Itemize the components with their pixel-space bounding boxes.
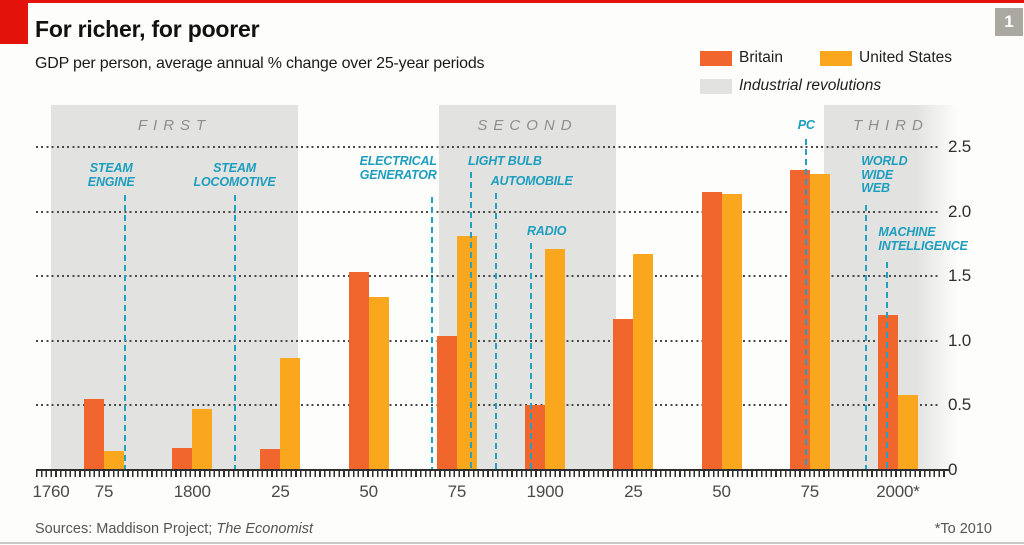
band-label-third: THIRD (853, 117, 929, 134)
steam-engine-label: STEAM ENGINE (87, 161, 135, 189)
bar-united-states-1850 (368, 296, 389, 470)
bar-united-states-2000 (898, 395, 918, 470)
machine-intelligence-line (886, 262, 889, 470)
steam-engine-line (124, 195, 127, 470)
xtick-50-1850: 50 (359, 482, 378, 501)
sources-publisher: The Economist (216, 521, 314, 537)
ytick-2.5: 2.5 (948, 137, 972, 156)
bar-britain-1775 (84, 398, 104, 470)
figure-number-badge: 1 (995, 8, 1023, 36)
radio-line (529, 243, 532, 470)
legend-label-united-states: United States (859, 49, 953, 66)
xtick-75-1975: 75 (800, 482, 820, 501)
gridline-2.5 (36, 146, 938, 148)
gridline-1.0 (36, 339, 938, 342)
bar-united-states-1900 (545, 249, 566, 470)
legend: Britain United States Industrial revolut… (700, 47, 952, 103)
xtick-1800-1800: 1800 (173, 482, 211, 501)
chart-subtitle: GDP per person, average annual % change … (35, 55, 485, 72)
bar-united-states-1925 (633, 254, 654, 470)
xtick-75-1775: 75 (94, 482, 114, 501)
legend-swatch-united-states (820, 50, 852, 66)
bar-united-states-1975 (809, 174, 830, 470)
electrical-generator-label: ELECTRICAL GENERATOR (359, 154, 437, 182)
light-bulb-label: LIGHT BULB (468, 154, 542, 168)
pc-label: PC (797, 118, 815, 132)
chart-title: For richer, for poorer (35, 16, 260, 42)
bar-britain-1825 (260, 449, 281, 470)
xtick-50-1950: 50 (712, 482, 731, 501)
bar-united-states-1950 (721, 193, 742, 470)
ytick-0.5: 0.5 (948, 395, 972, 415)
bar-britain-1875 (436, 335, 457, 470)
bar-britain-1975 (789, 170, 810, 470)
bar-britain-1900 (525, 405, 546, 470)
legend-label-britain: Britain (739, 49, 783, 66)
steam-locomotive-line (233, 195, 236, 470)
sources-note: Sources: Maddison Project; The Economist (35, 521, 313, 537)
xtick-25-1925: 25 (624, 482, 643, 501)
band-label-second: SECOND (477, 117, 578, 134)
sources-text: Sources: Maddison Project; (35, 521, 217, 537)
pc-line (805, 139, 808, 470)
xtick-1900-1900: 1900 (526, 482, 564, 501)
ytick-1.5: 1.5 (948, 266, 972, 286)
legend-row-bands: Industrial revolutions (700, 75, 952, 97)
x-axis-line (36, 469, 950, 471)
world-wide-web-label: WORLD WIDE WEB (861, 154, 908, 195)
legend-swatch-industrial-revolutions (700, 78, 732, 94)
gridline-0.5 (36, 404, 938, 407)
bottom-divider (0, 542, 1024, 544)
automobile-line (494, 193, 497, 470)
bar-britain-1925 (613, 318, 634, 470)
bar-britain-1850 (348, 272, 369, 470)
world-wide-web-line (865, 205, 868, 470)
machine-intelligence-label: MACHINE INTELLIGENCE (878, 225, 968, 253)
ytick-1.0: 1.0 (948, 330, 972, 350)
footnote: *To 2010 (934, 521, 992, 537)
gridline-1.5 (36, 275, 938, 278)
economist-red-tab (0, 0, 28, 44)
radio-label: RADIO (526, 224, 567, 238)
x-axis-ticks (36, 471, 945, 477)
legend-label-industrial-revolutions: Industrial revolutions (739, 77, 882, 94)
xtick-1760-1760: 1760 (32, 482, 70, 501)
legend-row-series: Britain United States (700, 47, 952, 69)
bar-britain-1950 (701, 192, 722, 470)
automobile-label: AUTOMOBILE (490, 174, 573, 188)
bar-united-states-1875 (456, 236, 477, 470)
ytick-0: 0 (948, 460, 958, 479)
legend-swatch-britain (700, 50, 732, 66)
bar-united-states-1800 (192, 409, 213, 470)
bar-united-states-1775 (104, 450, 124, 470)
ytick-2.0: 2.0 (948, 201, 972, 221)
xtick-75-1875: 75 (447, 482, 467, 501)
electrical-generator-line (431, 197, 434, 470)
band-label-first: FIRST (137, 117, 212, 134)
xtick-2000-2000: 2000* (876, 482, 920, 501)
steam-locomotive-label: STEAM LOCOMOTIVE (193, 161, 276, 189)
light-bulb-line (470, 172, 472, 470)
gridline-2.0 (36, 210, 938, 213)
xtick-25-1825: 25 (271, 482, 290, 501)
bar-united-states-1825 (280, 357, 301, 470)
bar-britain-1800 (172, 448, 193, 470)
top-red-rule (0, 0, 1024, 3)
